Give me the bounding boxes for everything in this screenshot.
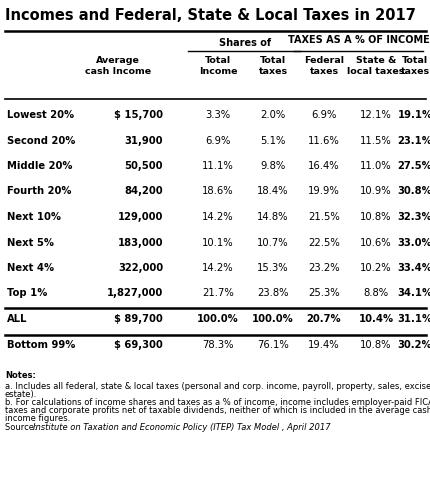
Text: 100.0%: 100.0% [197, 313, 238, 323]
Text: 23.2%: 23.2% [307, 263, 339, 273]
Text: 1,827,000: 1,827,000 [107, 288, 163, 298]
Text: 18.6%: 18.6% [202, 186, 233, 196]
Text: 8.8%: 8.8% [362, 288, 388, 298]
Text: 50,500: 50,500 [124, 161, 163, 171]
Text: 30.2%: 30.2% [397, 339, 430, 349]
Text: ALL: ALL [7, 313, 28, 323]
Text: $ 15,700: $ 15,700 [114, 110, 163, 120]
Text: Total
taxes: Total taxes [399, 56, 429, 76]
Text: Next 4%: Next 4% [7, 263, 54, 273]
Text: 19.9%: 19.9% [307, 186, 339, 196]
Text: 9.8%: 9.8% [260, 161, 285, 171]
Text: Source:: Source: [5, 422, 39, 431]
Text: 10.6%: 10.6% [359, 237, 391, 247]
Text: b. For calculations of income shares and taxes as a % of income, income includes: b. For calculations of income shares and… [5, 397, 430, 406]
Text: 32.3%: 32.3% [397, 211, 430, 221]
Text: 6.9%: 6.9% [310, 110, 336, 120]
Text: 129,000: 129,000 [117, 211, 163, 221]
Text: 19.1%: 19.1% [396, 110, 430, 120]
Text: Fourth 20%: Fourth 20% [7, 186, 71, 196]
Text: 18.4%: 18.4% [257, 186, 288, 196]
Text: 10.9%: 10.9% [359, 186, 391, 196]
Text: TAXES AS A % OF INCOME: TAXES AS A % OF INCOME [287, 35, 428, 45]
Text: 34.1%: 34.1% [396, 288, 430, 298]
Text: $ 69,300: $ 69,300 [114, 339, 163, 349]
Text: 11.1%: 11.1% [202, 161, 233, 171]
Text: 11.5%: 11.5% [359, 135, 391, 145]
Text: 10.8%: 10.8% [359, 339, 391, 349]
Text: 33.0%: 33.0% [397, 237, 430, 247]
Text: 10.7%: 10.7% [257, 237, 288, 247]
Text: 23.8%: 23.8% [257, 288, 288, 298]
Text: 20.7%: 20.7% [306, 313, 341, 323]
Text: 16.4%: 16.4% [307, 161, 339, 171]
Text: Incomes and Federal, State & Local Taxes in 2017: Incomes and Federal, State & Local Taxes… [5, 8, 415, 23]
Text: Next 5%: Next 5% [7, 237, 54, 247]
Text: 322,000: 322,000 [117, 263, 163, 273]
Text: 6.9%: 6.9% [205, 135, 230, 145]
Text: 76.1%: 76.1% [257, 339, 288, 349]
Text: estate).: estate). [5, 389, 37, 398]
Text: Middle 20%: Middle 20% [7, 161, 72, 171]
Text: 21.7%: 21.7% [202, 288, 233, 298]
Text: 14.8%: 14.8% [257, 211, 288, 221]
Text: Total
taxes: Total taxes [258, 56, 287, 76]
Text: 31,900: 31,900 [124, 135, 163, 145]
Text: State &
local taxes: State & local taxes [347, 56, 404, 76]
Text: Shares of: Shares of [218, 38, 270, 48]
Text: 100.0%: 100.0% [252, 313, 293, 323]
Text: Second 20%: Second 20% [7, 135, 75, 145]
Text: 21.5%: 21.5% [307, 211, 339, 221]
Text: 10.1%: 10.1% [202, 237, 233, 247]
Text: 14.2%: 14.2% [202, 211, 233, 221]
Text: Lowest 20%: Lowest 20% [7, 110, 74, 120]
Text: 3.3%: 3.3% [205, 110, 230, 120]
Text: 30.8%: 30.8% [397, 186, 430, 196]
Text: 25.3%: 25.3% [307, 288, 339, 298]
Text: income figures.: income figures. [5, 413, 70, 422]
Text: Federal
taxes: Federal taxes [303, 56, 343, 76]
Text: 23.1%: 23.1% [396, 135, 430, 145]
Text: 19.4%: 19.4% [307, 339, 339, 349]
Text: 5.1%: 5.1% [260, 135, 285, 145]
Text: 31.1%: 31.1% [396, 313, 430, 323]
Text: 10.2%: 10.2% [359, 263, 391, 273]
Text: 84,200: 84,200 [124, 186, 163, 196]
Text: 11.6%: 11.6% [307, 135, 339, 145]
Text: 10.4%: 10.4% [358, 313, 393, 323]
Text: taxes and corporate profits net of taxable dividends, neither of which is includ: taxes and corporate profits net of taxab… [5, 405, 430, 414]
Text: Notes:: Notes: [5, 370, 36, 379]
Text: 78.3%: 78.3% [202, 339, 233, 349]
Text: 15.3%: 15.3% [257, 263, 288, 273]
Text: 12.1%: 12.1% [359, 110, 391, 120]
Text: 22.5%: 22.5% [307, 237, 339, 247]
Text: 27.5%: 27.5% [397, 161, 430, 171]
Text: Average
cash Income: Average cash Income [85, 56, 150, 76]
Text: 11.0%: 11.0% [359, 161, 391, 171]
Text: $ 89,700: $ 89,700 [114, 313, 163, 323]
Text: 183,000: 183,000 [117, 237, 163, 247]
Text: a. Includes all federal, state & local taxes (personal and corp. income, payroll: a. Includes all federal, state & local t… [5, 381, 430, 390]
Text: 14.2%: 14.2% [202, 263, 233, 273]
Text: Top 1%: Top 1% [7, 288, 47, 298]
Text: 2.0%: 2.0% [260, 110, 285, 120]
Text: Total
Income: Total Income [198, 56, 237, 76]
Text: 33.4%: 33.4% [396, 263, 430, 273]
Text: Institute on Taxation and Economic Policy (ITEP) Tax Model , April 2017: Institute on Taxation and Economic Polic… [33, 422, 330, 431]
Text: Bottom 99%: Bottom 99% [7, 339, 75, 349]
Text: 10.8%: 10.8% [359, 211, 391, 221]
Text: Next 10%: Next 10% [7, 211, 61, 221]
